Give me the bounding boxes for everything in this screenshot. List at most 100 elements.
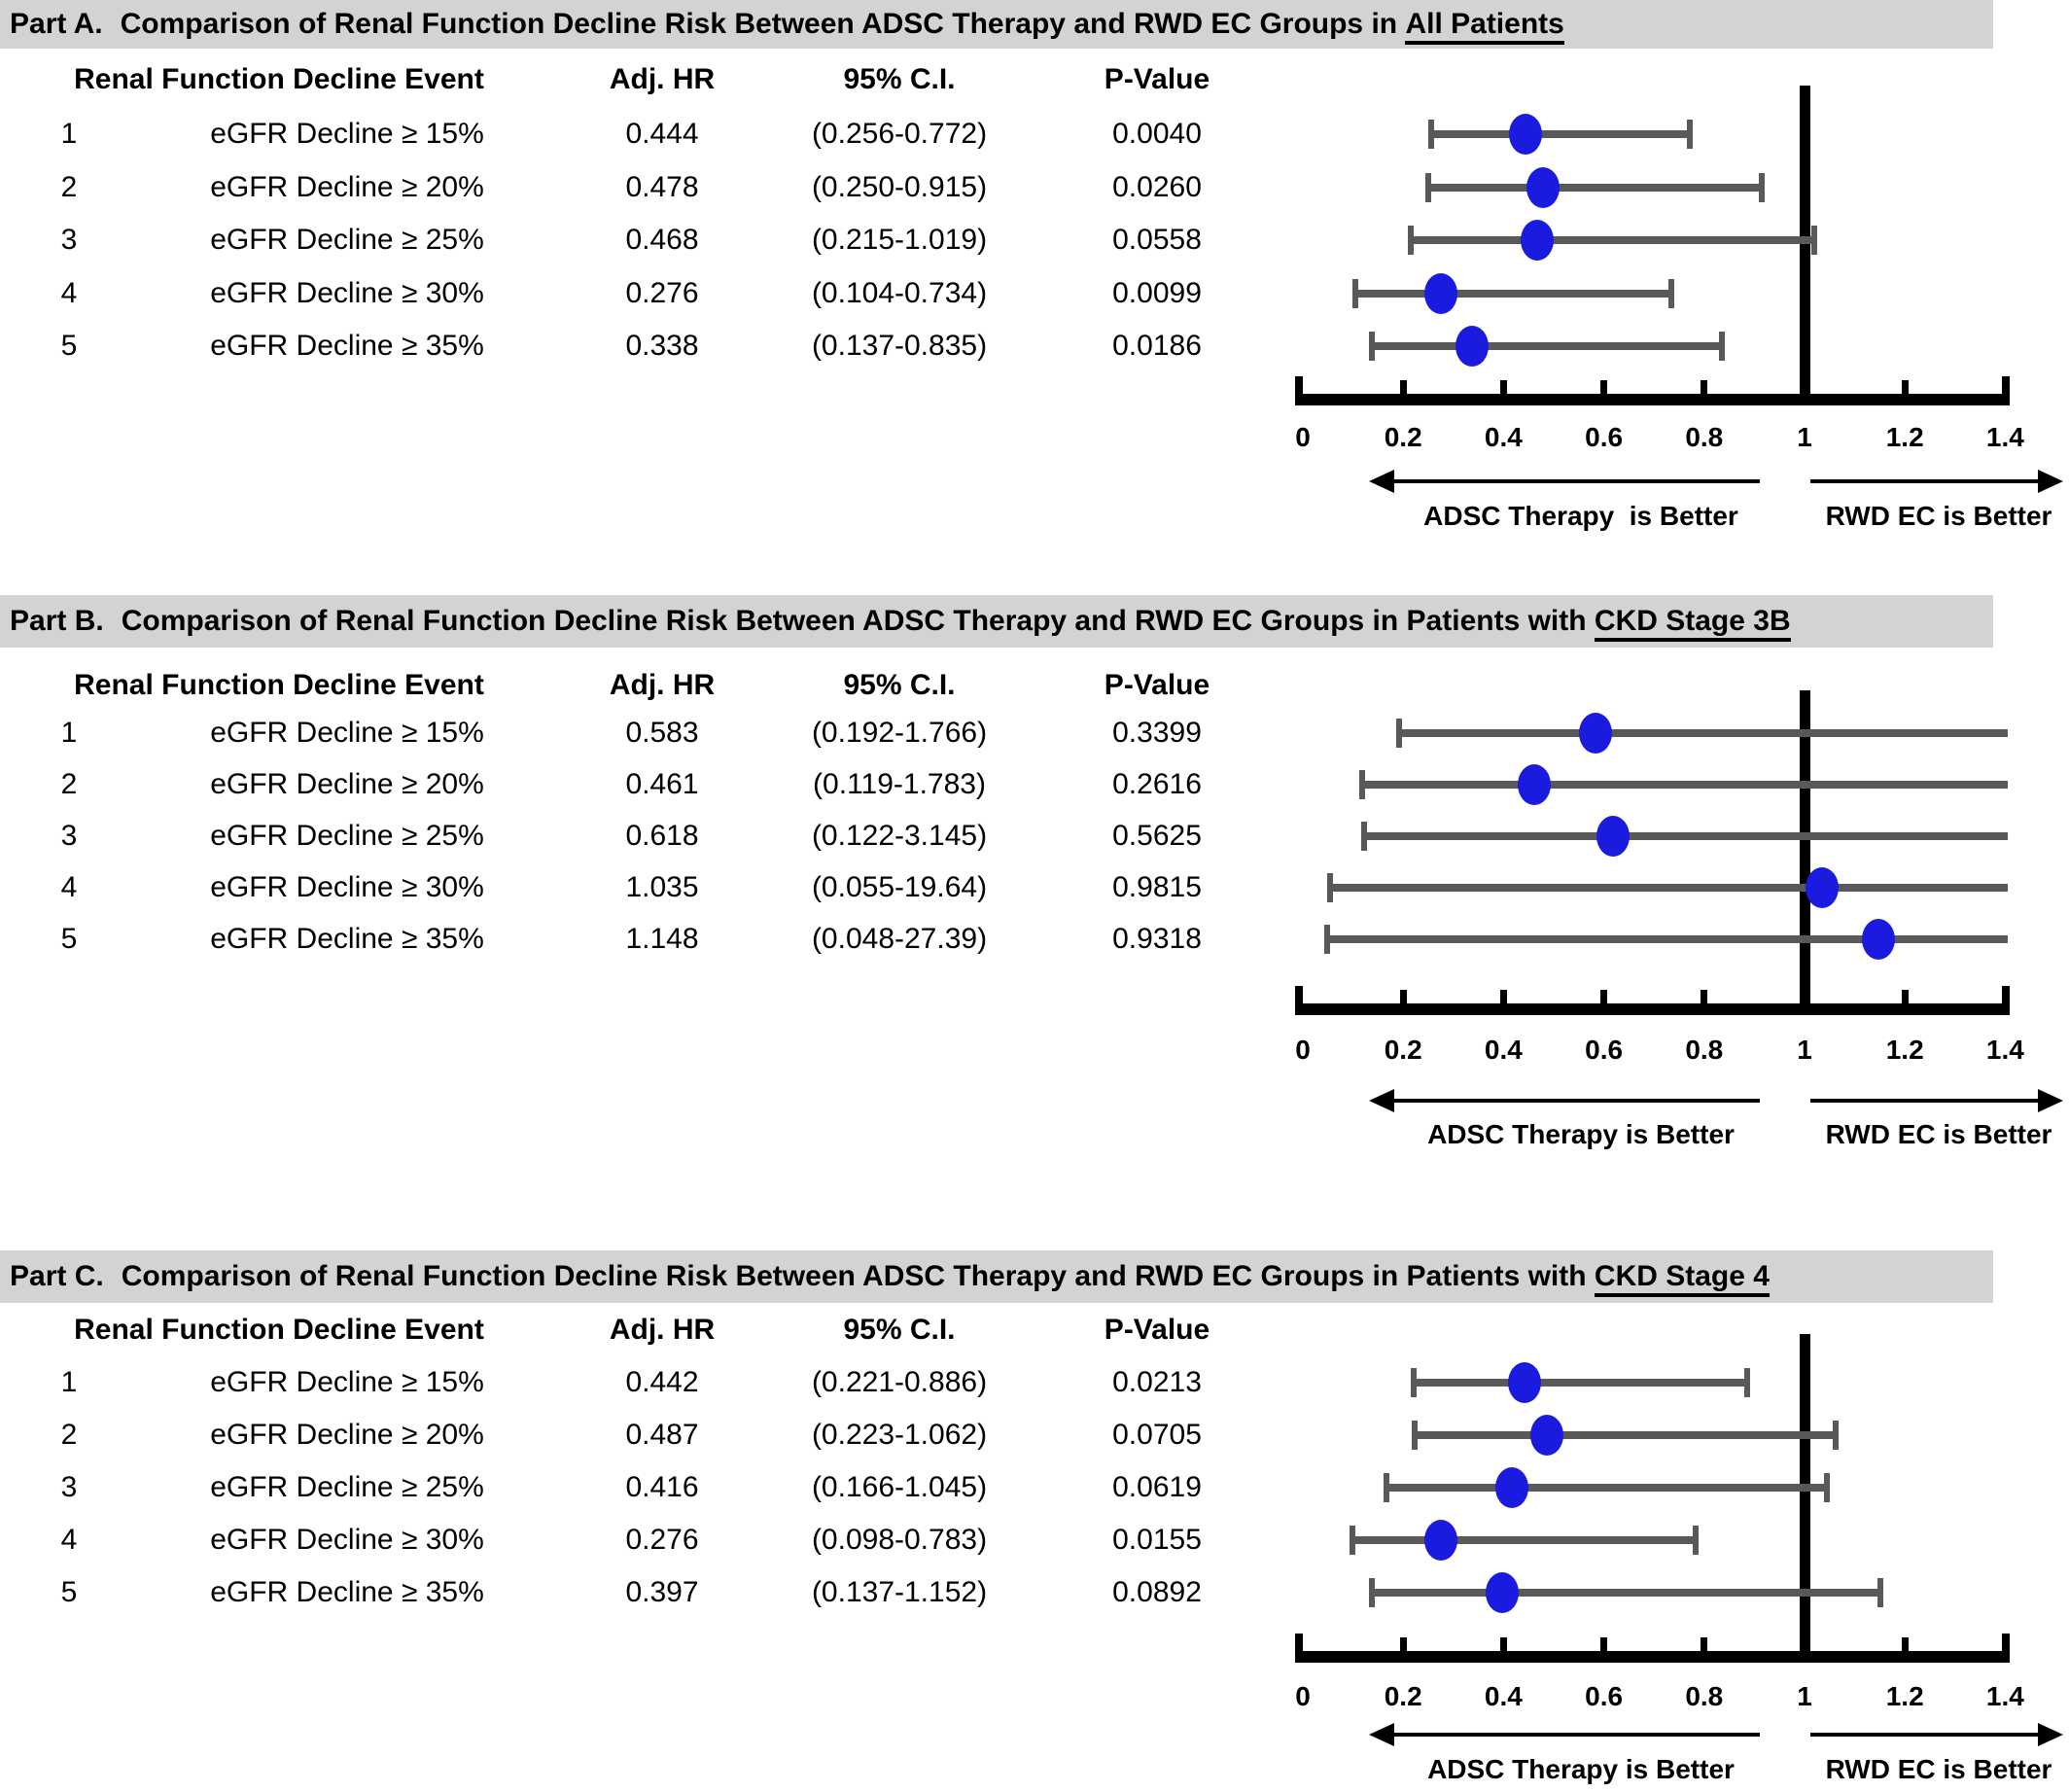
ci-cap-left <box>1412 1421 1419 1450</box>
title-part-label: Part C. <box>10 1260 104 1292</box>
ci-bar <box>1428 183 1763 192</box>
right-arrow-line <box>1810 479 2042 483</box>
row-event: eGFR Decline ≥ 20% <box>210 170 484 203</box>
row-number: 5 <box>60 1576 78 1608</box>
ci-bar <box>1326 935 2008 943</box>
ci-bar <box>1363 832 2008 840</box>
axis-end-cap <box>2002 1634 2010 1663</box>
row-pvalue: 0.0040 <box>1112 118 1202 150</box>
left-arrow-line <box>1390 479 1760 483</box>
row-pvalue: 0.0213 <box>1112 1366 1202 1398</box>
left-arrow-head <box>1369 1723 1394 1746</box>
row-event: eGFR Decline ≥ 30% <box>210 1524 484 1556</box>
row-ci: (0.048-27.39) <box>811 923 988 955</box>
left-arrow-label: ADSC Therapy is Better <box>1427 1119 1735 1149</box>
row-ci: (0.119-1.783) <box>813 768 986 800</box>
ci-cap-left <box>1327 873 1334 902</box>
hr-dot <box>1455 326 1490 367</box>
row-ci: (0.221-0.886) <box>811 1366 988 1398</box>
ci-cap-right <box>1667 278 1674 308</box>
row-hr: 0.276 <box>625 1524 699 1556</box>
left-arrow-label: ADSC Therapy is Better <box>1423 501 1738 531</box>
row-hr: 1.148 <box>625 923 699 955</box>
row-pvalue: 0.0099 <box>1112 276 1202 309</box>
ci-bar <box>1415 1431 1836 1439</box>
ci-bar <box>1399 729 2008 737</box>
ci-cap-left <box>1360 822 1367 851</box>
axis-tick-label: 1 <box>1797 422 1812 452</box>
ci-cap-left <box>1407 226 1414 255</box>
row-event: eGFR Decline ≥ 35% <box>210 330 484 362</box>
ci-cap-right <box>1687 120 1694 149</box>
row-hr: 0.276 <box>625 276 699 309</box>
axis-tick-label: 1.4 <box>1985 1681 2024 1711</box>
x-axis-bar <box>1295 1651 2010 1663</box>
section-title: Part A. Comparison of Renal Function Decl… <box>10 0 1564 49</box>
row-event: eGFR Decline ≥ 35% <box>210 923 484 955</box>
section-title-band: Part A. Comparison of Renal Function Decl… <box>0 0 1993 49</box>
axis-tick <box>1600 1637 1608 1651</box>
left-arrow-head <box>1369 470 1394 493</box>
axis-tick <box>1600 380 1608 394</box>
section-title: Part C. Comparison of Renal Function Decl… <box>10 1250 1770 1303</box>
row-number: 2 <box>60 768 78 800</box>
row-pvalue: 0.0260 <box>1112 170 1202 203</box>
ci-cap-right <box>1810 226 1817 255</box>
ci-cap-left <box>1368 1578 1375 1607</box>
hr-dot <box>1578 713 1612 754</box>
row-ci: (0.223-1.062) <box>811 1419 988 1451</box>
ci-cap-right <box>1877 1578 1884 1607</box>
axis-tick-label: 0 <box>1295 422 1311 452</box>
axis-tick <box>1600 990 1608 1003</box>
hr-reference-line <box>1799 86 1810 405</box>
row-number: 1 <box>60 717 78 749</box>
hr-dot <box>1530 1415 1564 1456</box>
right-arrow-line <box>1810 1099 2042 1103</box>
row-number: 2 <box>60 1419 78 1451</box>
axis-tick-label: 0.4 <box>1484 422 1523 452</box>
row-pvalue: 0.2616 <box>1112 768 1202 800</box>
left-arrow-line <box>1390 1733 1760 1737</box>
ci-cap-left <box>1323 925 1330 954</box>
axis-tick-label: 0.2 <box>1384 1681 1422 1711</box>
row-event: eGFR Decline ≥ 15% <box>210 717 484 749</box>
hr-dot <box>1521 220 1555 261</box>
column-header-p: P-Value <box>1104 669 1210 701</box>
hr-dot <box>1508 1362 1542 1403</box>
x-axis-bar <box>1295 1003 2010 1015</box>
row-hr: 0.444 <box>625 118 699 150</box>
row-hr: 0.478 <box>625 170 699 203</box>
column-header-event: Renal Function Decline Event <box>74 669 484 701</box>
row-event: eGFR Decline ≥ 25% <box>210 820 484 852</box>
row-number: 4 <box>60 1524 78 1556</box>
title-emphasis: All Patients <box>1405 8 1564 45</box>
hr-reference-line <box>1799 1334 1810 1663</box>
row-ci: (0.122-3.145) <box>811 820 988 852</box>
ci-bar <box>1354 289 1671 298</box>
row-ci: (0.137-0.835) <box>811 330 988 362</box>
left-arrow-head <box>1369 1089 1394 1112</box>
ci-cap-left <box>1396 719 1403 748</box>
axis-tick <box>1399 1637 1407 1651</box>
row-number: 4 <box>60 871 78 903</box>
row-ci: (0.250-0.915) <box>811 170 988 203</box>
row-number: 3 <box>60 820 78 852</box>
column-header-p: P-Value <box>1104 63 1210 95</box>
axis-tick-label: 1.4 <box>1985 422 2024 452</box>
axis-tick <box>1399 380 1407 394</box>
axis-tick <box>1701 990 1708 1003</box>
section-title: Part B. Comparison of Renal Function Decl… <box>10 595 1791 648</box>
section-title-band: Part B. Comparison of Renal Function Decl… <box>0 595 1993 648</box>
ci-cap-left <box>1428 120 1435 149</box>
row-pvalue: 0.5625 <box>1112 820 1202 852</box>
row-pvalue: 0.3399 <box>1112 717 1202 749</box>
row-number: 5 <box>60 330 78 362</box>
axis-tick-label: 0.6 <box>1585 422 1624 452</box>
x-axis-bar <box>1295 394 2010 405</box>
row-event: eGFR Decline ≥ 20% <box>210 1419 484 1451</box>
axis-tick-label: 0.2 <box>1384 1035 1422 1065</box>
right-arrow-label: RWD EC is Better <box>1825 501 2052 531</box>
row-event: eGFR Decline ≥ 30% <box>210 276 484 309</box>
ci-cap-right <box>1824 1473 1831 1502</box>
row-pvalue: 0.0186 <box>1112 330 1202 362</box>
